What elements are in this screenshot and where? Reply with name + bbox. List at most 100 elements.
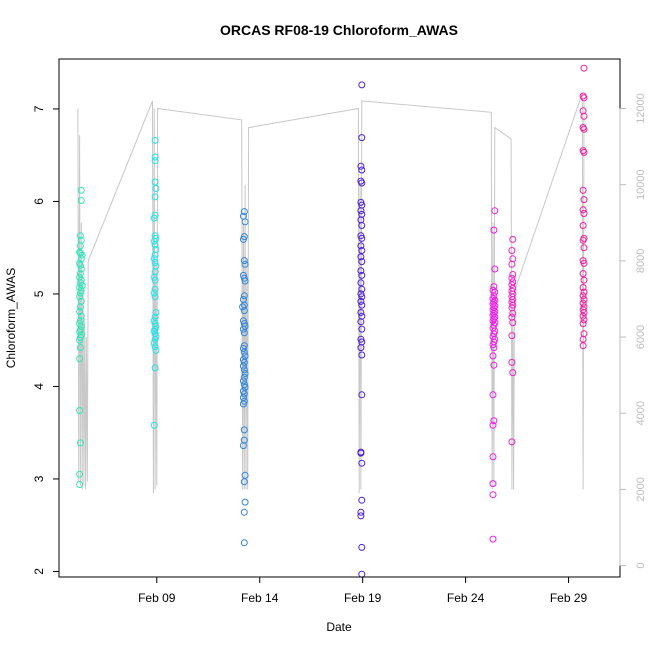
data-point <box>489 453 497 461</box>
data-point <box>76 289 84 297</box>
data-point <box>77 255 85 263</box>
data-point <box>580 316 588 324</box>
data-point <box>580 330 588 338</box>
data-point <box>579 320 587 328</box>
data-point <box>240 426 248 434</box>
y2-tick-label: 4000 <box>635 401 647 425</box>
data-point <box>358 134 366 142</box>
y2-tick-label: 0 <box>635 563 647 569</box>
axes: Feb 09 Feb 14 Feb 19 Feb 24 Feb 29 2 3 4 5 6 7 0 200… <box>32 93 647 605</box>
data-point <box>491 207 499 215</box>
data-point <box>77 265 85 273</box>
data-point <box>358 166 366 174</box>
data-point <box>76 270 84 278</box>
data-point <box>151 136 159 144</box>
data-point <box>489 480 497 488</box>
data-point <box>358 81 366 89</box>
data-point <box>240 329 248 337</box>
data-point <box>580 196 588 204</box>
data-point <box>357 279 365 287</box>
data-point <box>78 251 86 259</box>
data-point <box>508 438 516 446</box>
data-point <box>241 370 249 377</box>
data-point <box>239 303 247 311</box>
altitude-track <box>77 93 585 494</box>
data-point <box>150 255 158 263</box>
data-point <box>150 273 158 281</box>
data-point <box>151 153 159 161</box>
data-point <box>151 178 159 186</box>
data-point <box>241 260 249 268</box>
data-point <box>240 539 248 547</box>
data-point <box>77 197 85 204</box>
data-point <box>357 290 365 298</box>
data-point <box>580 94 588 102</box>
data-point <box>240 358 248 366</box>
data-point <box>152 309 160 316</box>
data-point <box>76 407 84 414</box>
data-point <box>508 281 516 289</box>
data-point <box>508 247 516 254</box>
data-point <box>580 112 588 120</box>
data-point <box>358 271 366 279</box>
data-point <box>77 186 85 194</box>
data-point <box>76 308 84 315</box>
data-point <box>580 288 588 296</box>
data-point <box>151 157 159 165</box>
data-point <box>239 442 247 450</box>
data-point <box>579 292 587 300</box>
data-point <box>76 336 84 344</box>
data-point <box>151 285 159 293</box>
data-point <box>508 260 516 268</box>
data-point <box>580 244 588 252</box>
data-point <box>489 491 497 499</box>
data-point <box>490 417 498 425</box>
data-point <box>357 162 365 170</box>
data-point <box>150 421 158 429</box>
data-point <box>489 535 497 543</box>
data-point <box>151 343 159 351</box>
y2-tick-label: 8000 <box>635 249 647 273</box>
data-point <box>508 274 516 282</box>
data-point <box>240 508 248 516</box>
data-point <box>241 352 249 360</box>
data-point <box>489 317 497 325</box>
x-axis-label: Date <box>326 620 352 634</box>
data-point <box>358 293 366 301</box>
data-point <box>580 296 588 303</box>
data-point <box>239 400 247 408</box>
data-point <box>358 247 366 254</box>
data-point <box>580 210 588 217</box>
y2-tick-label: 12000 <box>635 93 647 124</box>
data-point <box>240 390 248 398</box>
data-point <box>579 236 587 244</box>
data-point <box>579 342 587 350</box>
data-point <box>241 277 249 285</box>
data-point <box>579 284 587 291</box>
data-point <box>76 261 84 269</box>
data-point <box>151 241 159 249</box>
data-point <box>240 478 248 486</box>
y-tick-label: 6 <box>32 198 46 205</box>
data-point <box>239 325 247 333</box>
data-point <box>151 293 159 301</box>
data-point <box>240 274 248 282</box>
data-point <box>150 289 158 297</box>
data-point <box>358 285 366 293</box>
data-point <box>358 496 366 504</box>
data-point <box>491 288 499 296</box>
data-point <box>150 237 158 245</box>
data-point <box>240 292 248 300</box>
data-point <box>358 351 366 359</box>
data-point <box>239 362 247 370</box>
data-point <box>358 258 366 266</box>
data-point <box>240 257 248 265</box>
x-tick-label: Feb 14 <box>241 591 279 605</box>
y2-tick-label: 10000 <box>635 169 647 200</box>
data-point <box>489 391 497 399</box>
data-point <box>152 322 160 330</box>
data-point <box>241 218 249 226</box>
data-point <box>579 107 587 115</box>
data-point <box>241 498 249 506</box>
